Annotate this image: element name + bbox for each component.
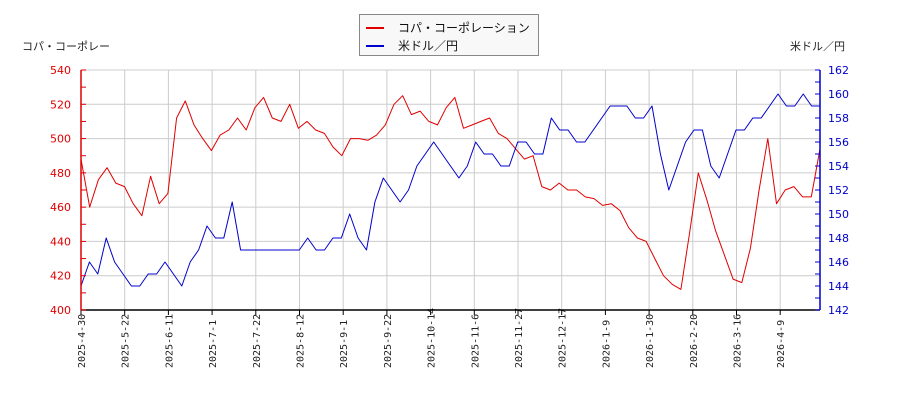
right-y-tick-label: 158 — [828, 112, 849, 125]
legend-item-copa: コパ・コーポレーション — [366, 19, 530, 36]
left-y-tick-label: 460 — [50, 201, 71, 214]
left-y-tick-label: 500 — [50, 133, 71, 146]
left-y-tick-label: 420 — [50, 270, 71, 283]
left-y-tick-label: 400 — [50, 304, 71, 317]
series-lines — [80, 93, 821, 290]
grid-lines — [81, 69, 820, 311]
x-tick-label: 2025-12-17 — [558, 308, 569, 368]
left-y-tick-label: 520 — [50, 98, 71, 111]
right-y-tick-label: 142 — [828, 304, 849, 317]
x-tick-label: 2025-7-1 — [208, 320, 219, 368]
left-y-tick-label: 480 — [50, 167, 71, 180]
right-y-tick-label: 162 — [828, 64, 849, 77]
x-tick-label: 2025-7-22 — [252, 314, 263, 368]
right-axis-title: 米ドル／円 — [790, 40, 845, 53]
x-tick-label: 2026-3-16 — [733, 314, 744, 368]
right-y-tick-label: 144 — [828, 280, 849, 293]
x-tick-label: 2026-1-9 — [601, 320, 612, 368]
right-y-tick-label: 156 — [828, 136, 849, 149]
chart-legend: コパ・コーポレーション 米ドル／円 — [359, 14, 539, 56]
x-tick-label: 2025-4-30 — [77, 314, 88, 368]
x-tick-label: 2026-1-30 — [645, 314, 656, 368]
x-tick-label: 2025-11-27 — [514, 308, 525, 368]
left-y-tick-label: 540 — [50, 64, 71, 77]
x-tick-label: 2025-6-11 — [164, 314, 175, 368]
right-y-tick-label: 160 — [828, 88, 849, 101]
right-y-tick-label: 150 — [828, 208, 849, 221]
x-tick-label: 2026-2-20 — [689, 314, 700, 368]
left-axis-title: コパ・コーポレー — [22, 40, 110, 53]
x-tick-label: 2025-5-22 — [121, 314, 132, 368]
copa-price-line — [80, 95, 821, 290]
legend-label: 米ドル／円 — [398, 39, 459, 53]
right-y-tick-label: 146 — [828, 256, 849, 269]
x-tick-label: 2025-11-6 — [470, 314, 481, 368]
legend-swatch-blue — [366, 44, 384, 47]
left-y-tick-label: 440 — [50, 235, 71, 248]
right-y-tick-label: 148 — [828, 232, 849, 245]
axes: 2025-4-30 2025-5-22 2025-6-11 2025-7-1 2025-… — [50, 64, 849, 368]
right-y-tick-label: 152 — [828, 184, 849, 197]
x-tick-label: 2026-4-9 — [776, 320, 787, 368]
legend-label: コパ・コーポレーション — [398, 21, 530, 35]
legend-item-usdjpy: 米ドル／円 — [366, 37, 458, 54]
x-tick-label: 2025-8-12 — [296, 314, 307, 368]
right-y-tick-label: 154 — [828, 160, 849, 173]
x-tick-label: 2025-9-1 — [339, 320, 350, 368]
legend-swatch-red — [366, 26, 384, 29]
x-tick-label: 2025-10-14 — [427, 308, 438, 368]
x-tick-label: 2025-9-22 — [383, 314, 394, 368]
usdjpy-line — [80, 93, 820, 287]
